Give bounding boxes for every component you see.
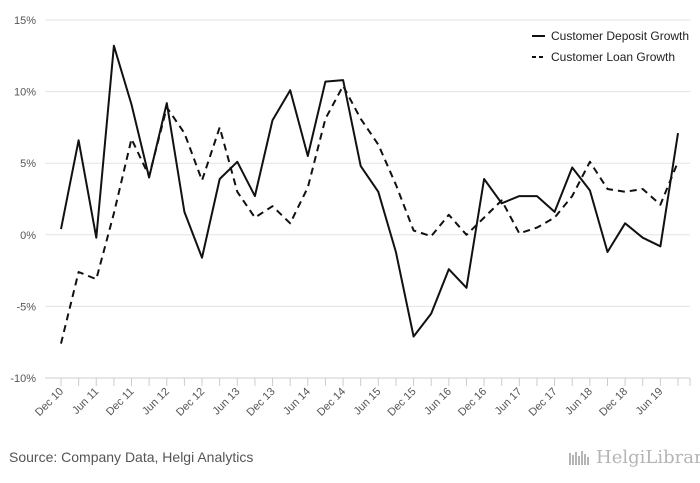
y-axis-ticks: 15% 10% 5% 0% -5% -10% (10, 15, 36, 385)
x-tick-label: Jun 12 (140, 386, 172, 418)
y-tick-label: 10% (14, 87, 36, 99)
x-tick-label: Dec 13 (245, 386, 278, 419)
logo-text: HelgiLibrary (596, 447, 700, 468)
x-axis: Dec 10 Jun 11 Dec 11 Jun 12 Dec 12 Jun 13 Dec … (33, 377, 691, 419)
y-tick-label: -5% (16, 301, 36, 313)
series-line-deposit-growth (60, 44, 679, 338)
bookshelf-icon (569, 450, 589, 465)
x-tick-label: Jun 17 (493, 386, 525, 418)
legend-label: Customer Loan Growth (551, 50, 675, 64)
series-lines (60, 44, 679, 344)
x-tick-label: Dec 11 (104, 386, 137, 419)
y-tick-label: -10% (10, 373, 36, 385)
x-tick-label: Dec 17 (527, 386, 560, 419)
x-tick-label: Jun 15 (352, 386, 384, 418)
x-tick-label: Jun 16 (422, 386, 454, 418)
y-tick-label: 5% (20, 158, 36, 170)
y-tick-label: 0% (20, 230, 36, 242)
x-tick-label: Dec 12 (174, 386, 207, 419)
series-line-loan-growth (60, 84, 679, 344)
x-tick-label: Jun 14 (281, 386, 313, 418)
legend-label: Customer Deposit Growth (551, 29, 689, 43)
legend: Customer Deposit Growth Customer Loan Gro… (532, 29, 689, 64)
x-tick-label: Jun 19 (634, 386, 666, 418)
x-tick-label: Dec 16 (456, 386, 489, 419)
x-tick-label: Dec 10 (33, 386, 66, 419)
helgi-library-logo: HelgiLibrary (568, 447, 700, 468)
x-tick-label: Jun 18 (563, 386, 595, 418)
y-tick-label: 15% (14, 15, 36, 27)
x-tick-label: Jun 11 (70, 386, 101, 417)
x-tick-label: Jun 13 (211, 386, 243, 418)
x-tick-label: Dec 15 (386, 386, 419, 419)
x-tick-label: Dec 14 (315, 386, 348, 419)
source-note: Source: Company Data, Helgi Analytics (9, 449, 254, 465)
x-tick-label: Dec 18 (597, 386, 630, 419)
